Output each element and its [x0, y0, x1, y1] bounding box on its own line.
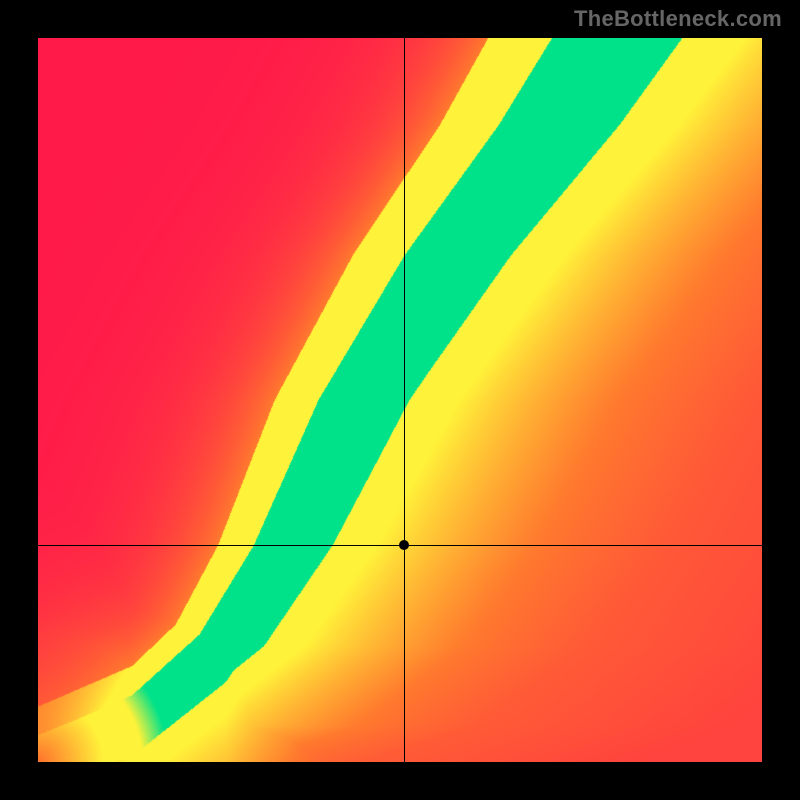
- plot-area: [38, 38, 762, 762]
- watermark-text: TheBottleneck.com: [574, 6, 782, 32]
- crosshair-vertical: [404, 38, 405, 762]
- chart-container: TheBottleneck.com: [0, 0, 800, 800]
- bottleneck-heatmap: [38, 38, 762, 762]
- crosshair-marker: [399, 540, 409, 550]
